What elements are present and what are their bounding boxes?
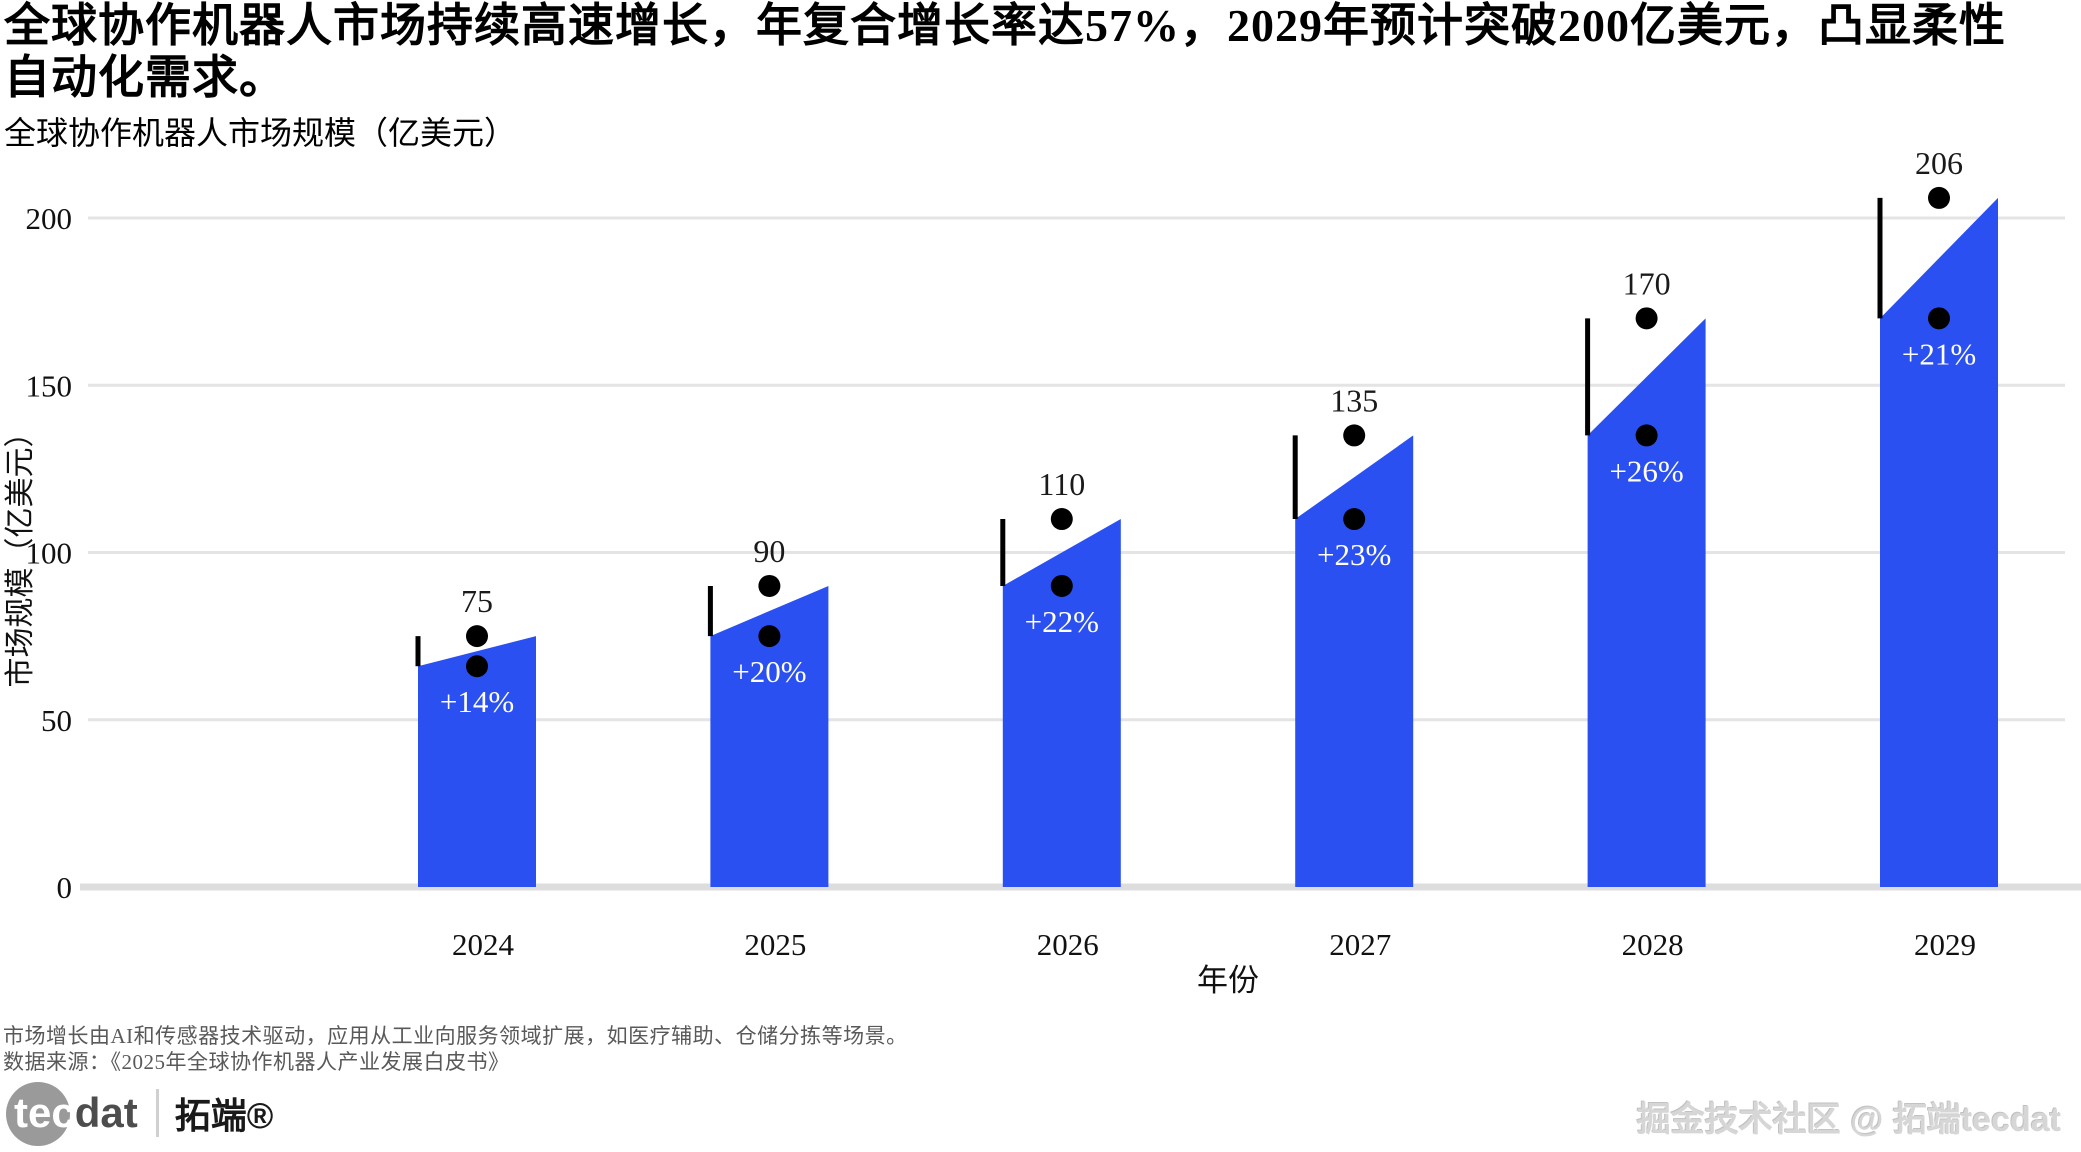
prev-value-dot [1635, 424, 1658, 447]
x-tick-label: 2028 [1622, 927, 1684, 962]
logo-wordmark: tecdat [6, 1089, 138, 1137]
prev-value-dot [466, 655, 488, 678]
footnote: 市场增长由AI和传感器技术驱动，应用从工业向服务领域扩展，如医疗辅助、仓储分拣等… [3, 1024, 908, 1048]
growth-label: +23% [1317, 537, 1391, 572]
growth-label: +22% [1025, 604, 1099, 639]
growth-label: +26% [1609, 453, 1683, 488]
x-tick-label: 2025 [744, 927, 806, 962]
chart-title: 全球协作机器人市场规模（亿美元） [4, 115, 517, 151]
value-label: 90 [753, 533, 785, 569]
logo-circle-icon [6, 1082, 70, 1146]
page-title: 全球协作机器人市场持续高速增长，年复合增长率达57%，2029年预计突破200亿… [4, 0, 2078, 105]
bar [1002, 519, 1121, 887]
value-dot [758, 574, 781, 597]
page-title-line1: 全球协作机器人市场持续高速增长，年复合增长率达57%，2029年预计突破200亿… [4, 0, 2006, 51]
prev-value-dot [1050, 574, 1073, 597]
chart: 0 50 100 150 200 市场规模（亿美元） 75 +14% 2024 90 +20% 202… [0, 140, 2081, 1010]
page-title-line2: 自动化需求。 [4, 52, 286, 104]
growth-label: +21% [1902, 336, 1976, 371]
value-dot [1050, 508, 1073, 531]
logo-tec: tec [14, 1089, 75, 1136]
value-label: 170 [1623, 265, 1671, 301]
x-tick-label: 2027 [1329, 927, 1391, 962]
y-tick-label: 0 [57, 870, 73, 905]
x-tick-label: 2026 [1037, 927, 1099, 962]
value-dot [1343, 424, 1366, 447]
watermark: 掘金技术社区 @ 拓端tecdat [1636, 1101, 2061, 1139]
prev-value-dot [758, 625, 781, 648]
x-tick-label: 2029 [1914, 927, 1976, 962]
bar [710, 585, 829, 887]
prev-value-dot [1928, 307, 1950, 330]
tecdat-logo: tecdat 拓端® [6, 1080, 273, 1146]
value-dot [1635, 307, 1658, 330]
growth-label: +20% [732, 654, 806, 689]
value-label: 135 [1330, 382, 1378, 418]
y-tick-label: 150 [26, 368, 73, 403]
value-label: 206 [1915, 145, 1963, 181]
value-dot [466, 625, 488, 648]
growth-label: +14% [440, 684, 514, 719]
x-axis-label: 年份 [1197, 963, 1259, 998]
bar [418, 636, 536, 887]
x-tick-label: 2024 [452, 927, 515, 962]
value-label: 75 [461, 583, 493, 619]
logo-divider [155, 1089, 159, 1137]
chart-canvas: 0 50 100 150 200 市场规模（亿美元） 75 +14% 2024 90 +20% 202… [4, 145, 2081, 998]
bar [1295, 435, 1414, 887]
y-axis-label: 市场规模（亿美元） [4, 418, 37, 688]
data-source: 数据来源：《2025年全球协作机器人产业发展白皮书》 [3, 1050, 510, 1074]
logo-cn: 拓端® [174, 1095, 274, 1136]
bar [1587, 318, 1706, 888]
y-tick-label: 100 [26, 536, 73, 571]
value-dot [1928, 186, 1950, 209]
value-label: 110 [1038, 466, 1085, 502]
prev-value-dot [1343, 508, 1366, 531]
logo-dat: dat [74, 1089, 138, 1136]
y-tick-label: 200 [26, 201, 73, 236]
y-tick-label: 50 [41, 703, 72, 738]
bar [1880, 197, 1998, 887]
